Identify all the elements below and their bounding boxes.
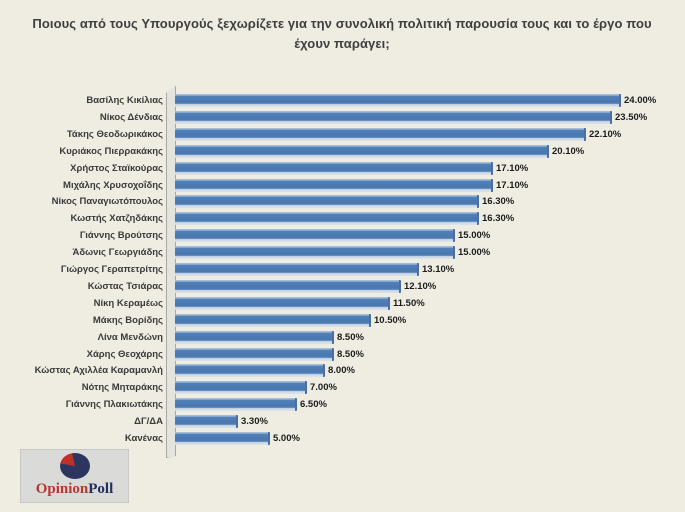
value-label: 3.30%: [241, 416, 268, 428]
category-label: Βασίλης Κικίλιας: [86, 95, 163, 106]
value-label: 6.50%: [300, 399, 327, 411]
category-label: Νίκος Παναγιωτόπουλος: [51, 196, 163, 208]
value-label: 12.10%: [404, 280, 437, 292]
category-label: Κώστας Τσιάρας: [87, 280, 163, 292]
bar-row: Γιώργος Γεραπετρίτης 13.10%: [0, 262, 685, 279]
bar: [175, 432, 270, 445]
bar-row: Κώστας Τσιάρας 12.10%: [0, 279, 685, 296]
bar-row: Νότης Μηταράκης 7.00%: [0, 380, 685, 397]
bar: [175, 195, 479, 209]
value-label: 5.00%: [273, 433, 300, 444]
value-label: 8.00%: [328, 365, 355, 377]
value-label: 8.50%: [337, 331, 364, 343]
bar-row: Νίκη Κεραμέως 11.50%: [0, 296, 685, 313]
bar: [175, 347, 334, 361]
bar: [175, 415, 238, 429]
value-label: 22.10%: [589, 128, 622, 140]
category-label: ΔΓ/ΔΑ: [134, 416, 163, 428]
bar: [175, 330, 334, 344]
bar: [175, 263, 419, 276]
bar-row: Τάκης Θεοδωρικάκος 22.10%: [0, 127, 685, 144]
category-label: Κυριάκος Πιερρακάκης: [59, 145, 163, 157]
bar-row: Νίκος Παναγιωτόπουλος 16.30%: [0, 194, 685, 211]
bar: [175, 279, 401, 293]
bar: [175, 313, 371, 327]
bar-row: Γιάννης Βρούτσης 15.00%: [0, 228, 685, 245]
category-label: Χάρης Θεοχάρης: [86, 348, 163, 360]
bar: [175, 246, 455, 260]
bar: [175, 364, 325, 378]
value-label: 13.10%: [422, 264, 455, 275]
chart-title: Ποιους από τους Υπουργούς ξεχωρίζετε για…: [32, 16, 652, 52]
bar-row: Λίνα Μενδώνη 8.50%: [0, 330, 685, 347]
category-label: Νίκος Δένδιας: [99, 111, 163, 123]
bar-row: Γιάννης Πλακιωτάκης 6.50%: [0, 397, 685, 414]
bar: [175, 161, 493, 175]
logo-text-poll: Poll: [88, 481, 114, 497]
category-label: Μάκης Βορίδης: [92, 314, 163, 326]
bar-row: Κανένας 5.00%: [0, 431, 685, 448]
category-label: Γιάννης Πλακιωτάκης: [65, 399, 163, 411]
category-label: Κανένας: [124, 433, 163, 444]
category-label: Γιάννης Βρούτσης: [79, 230, 163, 242]
value-label: 17.10%: [496, 162, 529, 174]
category-label: Κώστας Αχιλλέα Καραμανλή: [34, 365, 163, 377]
bar-row: Βασίλης Κικίλιας 24.00%: [0, 93, 685, 110]
value-label: 10.50%: [374, 314, 407, 326]
logo-text: OpinionPoll: [36, 480, 114, 498]
bar-row: Μάκης Βορίδης 10.50%: [0, 313, 685, 330]
bar: [175, 94, 621, 107]
category-label: Γιώργος Γεραπετρίτης: [60, 264, 163, 275]
category-label: Μιχάλης Χρυσοχοΐδης: [63, 179, 163, 191]
value-label: 16.30%: [482, 196, 515, 208]
logo-text-opinion: Opinion: [35, 481, 89, 497]
bar-row: Κώστας Αχιλλέα Καραμανλή 8.00%: [0, 363, 685, 380]
bar-row: Άδωνις Γεωργιάδης 15.00%: [0, 245, 685, 262]
bar: [175, 398, 297, 412]
pie-circle-icon: [59, 453, 90, 479]
bar: [175, 127, 586, 141]
category-label: Νίκη Κεραμέως: [93, 297, 163, 309]
category-label: Νότης Μηταράκης: [81, 382, 163, 394]
value-label: 17.10%: [496, 179, 529, 191]
bar-row: Νίκος Δένδιας 23.50%: [0, 110, 685, 127]
value-label: 15.00%: [458, 247, 491, 259]
bar: [175, 381, 307, 395]
value-label: 11.50%: [393, 297, 425, 309]
value-label: 16.30%: [482, 213, 515, 225]
bar-row: Μιχάλης Χρυσοχοΐδης 17.10%: [0, 178, 685, 195]
category-label: Άδωνις Γεωργιάδης: [72, 247, 163, 259]
value-label: 8.50%: [337, 348, 364, 360]
bar: [175, 212, 479, 226]
value-label: 23.50%: [615, 111, 648, 123]
value-label: 7.00%: [310, 382, 337, 394]
bar-row: Κυριάκος Πιερρακάκης 20.10%: [0, 144, 685, 161]
category-label: Χρήστος Σταϊκούρας: [70, 162, 163, 174]
bar: [175, 110, 612, 124]
bar-row: Κωστής Χατζηδάκης 16.30%: [0, 211, 685, 228]
category-label: Λίνα Μενδώνη: [97, 331, 163, 343]
bar-row: ΔΓ/ΔΑ 3.30%: [0, 414, 685, 431]
value-label: 24.00%: [624, 95, 657, 106]
bar: [175, 178, 493, 192]
value-label: 20.10%: [552, 145, 585, 157]
value-label: 15.00%: [458, 230, 491, 242]
category-label: Τάκης Θεοδωρικάκος: [66, 128, 163, 140]
bar: [175, 144, 549, 158]
category-label: Κωστής Χατζηδάκης: [70, 213, 163, 225]
bar-row: Χρήστος Σταϊκούρας 17.10%: [0, 161, 685, 178]
opinionpoll-logo: OpinionPoll: [20, 449, 129, 503]
bar: [175, 229, 455, 243]
bar-row: Χάρης Θεοχάρης 8.50%: [0, 347, 685, 364]
bar: [175, 296, 390, 310]
